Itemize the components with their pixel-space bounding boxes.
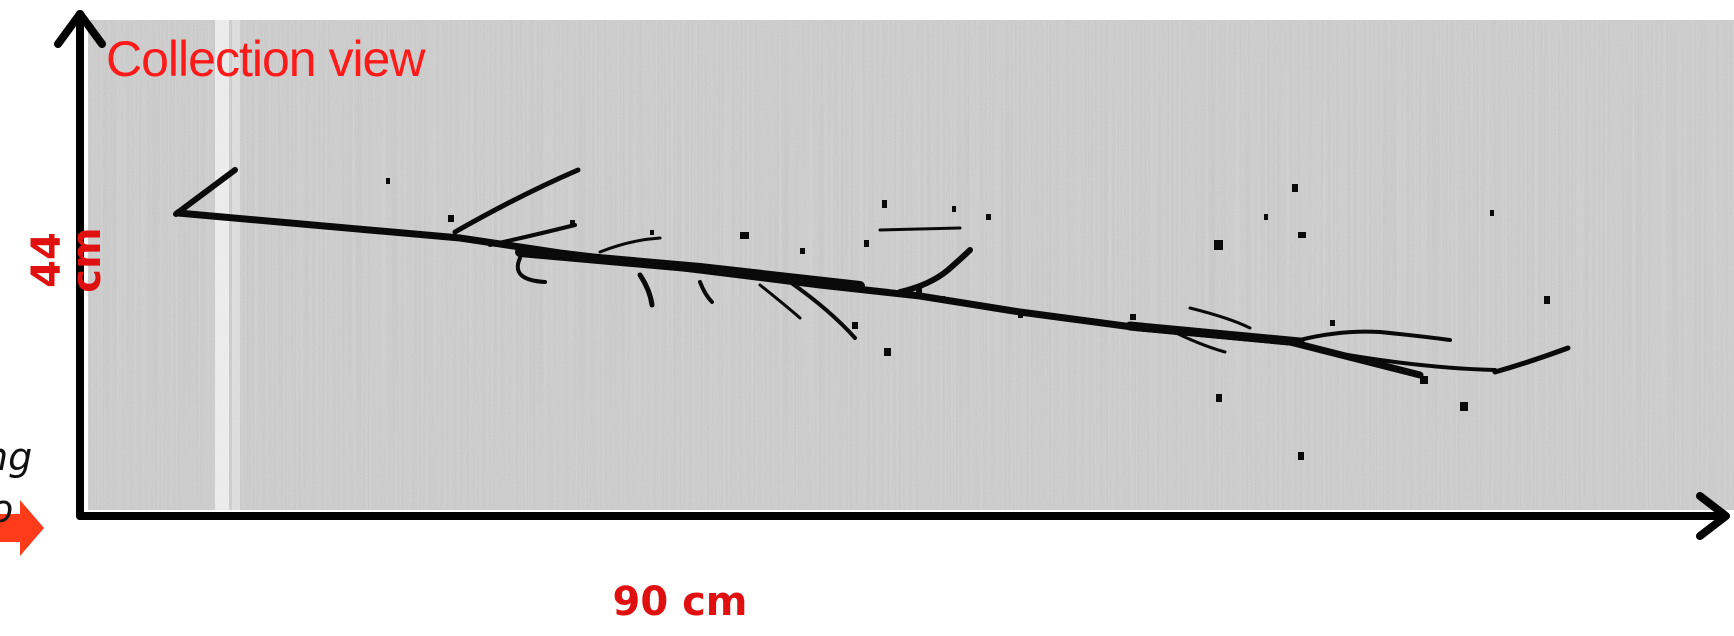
noise-grain	[88, 20, 1734, 510]
hit	[916, 288, 922, 295]
hit	[1330, 320, 1335, 326]
track-branch	[788, 280, 857, 340]
track-branch	[1298, 329, 1452, 342]
tracks	[173, 167, 1571, 379]
track-branch	[1492, 345, 1571, 375]
track-branch	[637, 272, 655, 308]
track-stub	[173, 167, 238, 217]
track-branch	[1328, 350, 1497, 372]
isolated-hits	[386, 178, 1550, 460]
hit	[1460, 402, 1468, 411]
bright-wire-band	[232, 20, 240, 510]
track-branch	[515, 256, 547, 284]
track-shower-core	[1125, 321, 1305, 347]
y-axis-arrowhead	[54, 10, 106, 48]
track-branch	[758, 283, 802, 320]
cropped-side-text: ng	[0, 435, 33, 479]
track-branch	[452, 167, 581, 235]
hit	[570, 220, 575, 226]
hit	[448, 215, 454, 222]
track-branch	[1168, 328, 1227, 354]
hit	[1018, 312, 1023, 318]
hit	[1216, 394, 1222, 402]
track-branch	[698, 280, 714, 304]
beam-arrow-icon	[0, 500, 44, 556]
hit	[940, 296, 945, 301]
x-axis-arrowhead	[1696, 492, 1730, 540]
track-branch	[897, 247, 973, 295]
hit	[1264, 214, 1268, 220]
hit	[1298, 232, 1306, 238]
hit	[864, 240, 869, 247]
hit	[986, 214, 991, 220]
track-branch	[878, 226, 962, 232]
panel-title: Collection view	[106, 31, 425, 87]
hit	[884, 348, 891, 356]
hit	[1292, 184, 1298, 192]
track-branch	[598, 236, 662, 254]
track-shower-core	[515, 247, 865, 291]
hit	[1490, 210, 1494, 216]
hit	[1214, 240, 1223, 250]
hit	[1298, 452, 1304, 460]
hit	[800, 248, 805, 254]
bright-wire-band	[215, 20, 229, 510]
hit	[1130, 314, 1136, 320]
track-branch	[488, 223, 577, 247]
hit	[852, 322, 858, 329]
x-axis-label: 90 cm	[612, 579, 748, 625]
hit	[386, 178, 390, 184]
hit	[882, 200, 887, 208]
hit	[952, 206, 956, 212]
hit	[1420, 376, 1428, 384]
hit	[1544, 296, 1550, 304]
cropped-side-text: o	[0, 490, 13, 528]
y-axis-label: 44 cm	[24, 227, 110, 293]
hit	[650, 230, 654, 235]
axes	[54, 10, 1730, 540]
hit	[740, 232, 749, 239]
track-branch	[1188, 306, 1252, 330]
